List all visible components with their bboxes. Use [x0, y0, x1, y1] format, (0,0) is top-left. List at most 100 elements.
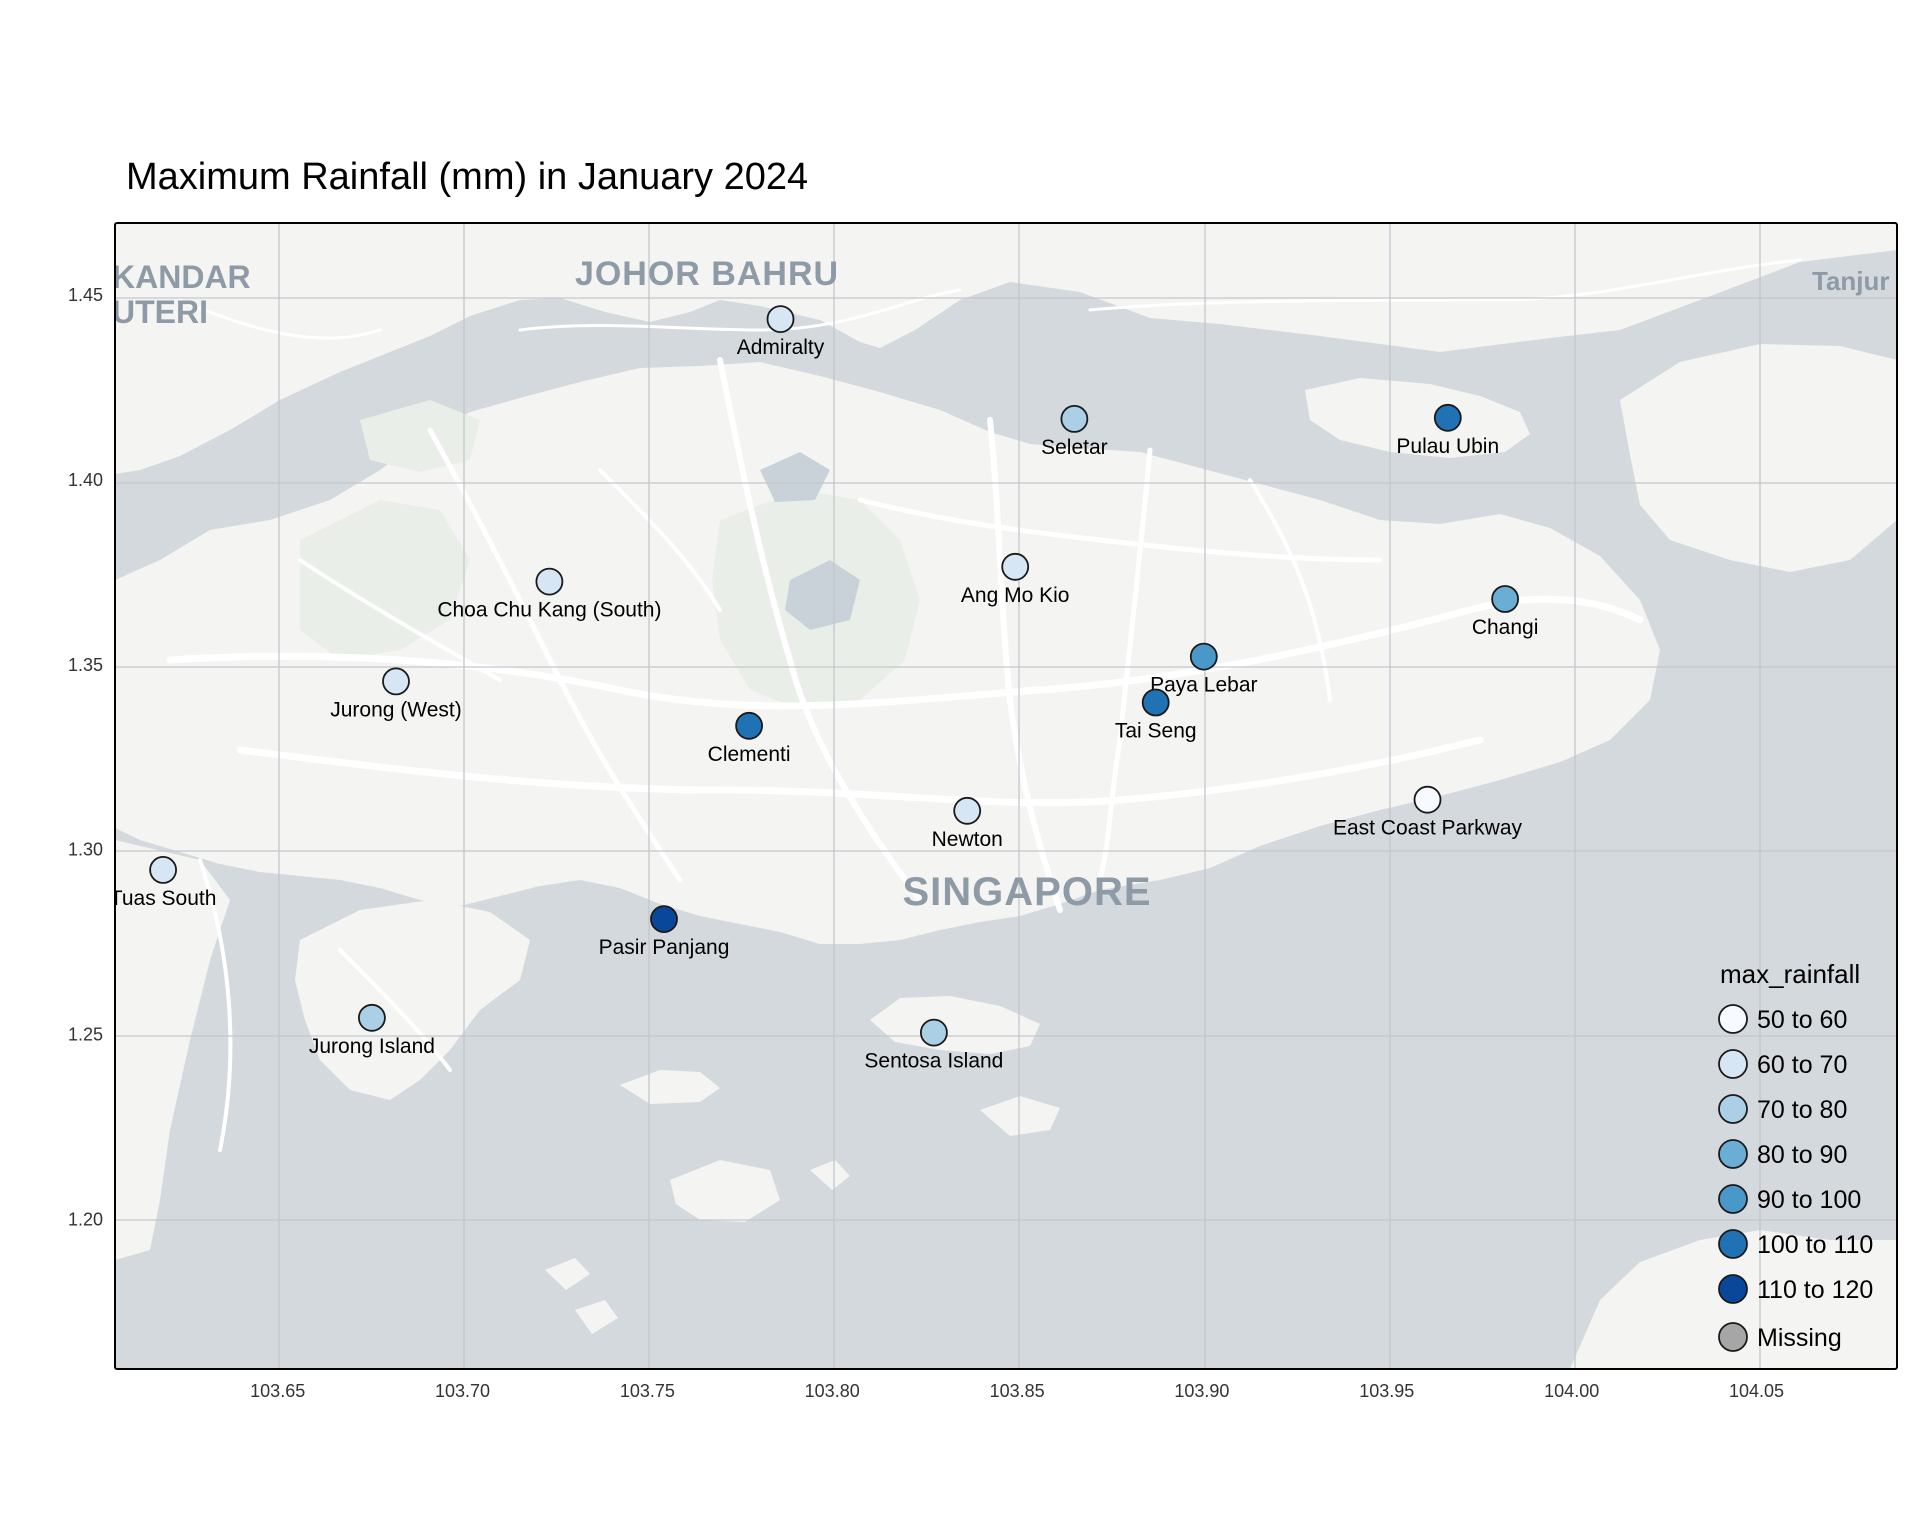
- station-point[interactable]: [149, 856, 178, 884]
- legend-key: [1718, 1004, 1748, 1034]
- legend-label: 60 to 70: [1757, 1051, 1847, 1079]
- legend-item: 100 to 110: [1718, 1229, 1873, 1259]
- station-marker[interactable]: Sentosa Island: [864, 1018, 1003, 1073]
- tuas-peninsula: [115, 840, 230, 1260]
- southern-island-6: [575, 1300, 618, 1334]
- legend-item: 110 to 120: [1718, 1274, 1873, 1304]
- legend-label: Missing: [1757, 1324, 1842, 1352]
- x-tick-label: 103.75: [620, 1381, 675, 1401]
- road-network: [166, 258, 1802, 1152]
- x-tick-label: 103.80: [805, 1381, 860, 1401]
- legend-label: 110 to 120: [1757, 1276, 1873, 1304]
- place-label-johor-bahru: JOHOR BAHRU: [575, 255, 839, 293]
- x-axis: 103.65 103.70 103.75 103.80 103.85 103.90 103.…: [250, 1381, 1784, 1401]
- pulau-ubin-island: [1305, 378, 1530, 458]
- station-marker[interactable]: Pulau Ubin: [1396, 403, 1499, 458]
- station-marker[interactable]: Jurong (West): [330, 667, 462, 721]
- station-label: Jurong (West): [330, 698, 462, 721]
- station-marker[interactable]: Clementi: [708, 711, 791, 766]
- station-label: Jurong Island: [309, 1035, 435, 1058]
- station-marker[interactable]: Changi: [1472, 585, 1539, 639]
- station-point[interactable]: [953, 796, 982, 825]
- jurong-island: [295, 900, 530, 1100]
- western-catchment-park: [300, 500, 470, 660]
- station-point[interactable]: [1060, 404, 1089, 433]
- y-axis: 1.20 1.25 1.30 1.35 1.40 1.45: [68, 285, 103, 1229]
- station-point[interactable]: [382, 667, 410, 696]
- stations-layer: Admiralty Seletar Pulau Ubin Choa Chu Kang …: [110, 305, 1539, 1073]
- station-marker[interactable]: Jurong Island: [309, 1003, 435, 1058]
- station-marker[interactable]: Seletar: [1041, 404, 1108, 459]
- station-point[interactable]: [650, 905, 678, 933]
- southern-island-1: [620, 1070, 720, 1104]
- legend-key: [1718, 1322, 1748, 1352]
- legend-item: 90 to 100: [1718, 1184, 1861, 1214]
- station-marker[interactable]: Pasir Panjang: [599, 905, 730, 959]
- station-point[interactable]: [1001, 552, 1030, 581]
- station-point[interactable]: [1189, 642, 1218, 671]
- x-tick-label: 103.85: [990, 1381, 1045, 1401]
- legend-key: [1718, 1229, 1748, 1259]
- station-point[interactable]: [535, 567, 564, 596]
- southern-island-4: [810, 1160, 850, 1190]
- station-label: Paya Lebar: [1150, 674, 1257, 697]
- y-tick-label: 1.25: [68, 1024, 103, 1044]
- legend-label: 70 to 80: [1757, 1096, 1847, 1124]
- station-label: Sentosa Island: [864, 1050, 1003, 1073]
- legend-item: 80 to 90: [1718, 1139, 1847, 1169]
- legend: max_rainfall 50 to 60 60 to 70 70 to 80 80 …: [1718, 959, 1873, 1352]
- legend-label: 90 to 100: [1757, 1186, 1861, 1214]
- station-marker[interactable]: Tai Seng: [1115, 688, 1197, 743]
- upper-seletar-reservoir: [760, 452, 830, 502]
- station-label: Pulau Ubin: [1396, 435, 1499, 458]
- legend-item: 50 to 60: [1718, 1004, 1847, 1034]
- station-point[interactable]: [735, 711, 763, 740]
- x-tick-label: 103.95: [1359, 1381, 1414, 1401]
- map-panel-border: [114, 222, 1898, 1370]
- johor-landmass: [115, 223, 1897, 474]
- station-marker[interactable]: Paya Lebar: [1150, 642, 1258, 697]
- y-tick-label: 1.20: [68, 1209, 103, 1229]
- y-tick-label: 1.30: [68, 840, 103, 860]
- x-tick-label: 104.00: [1544, 1381, 1599, 1401]
- station-marker[interactable]: Tuas South: [110, 856, 217, 910]
- pulau-tekong-island: [1620, 344, 1897, 572]
- station-point[interactable]: [1491, 585, 1519, 613]
- x-tick-label: 103.70: [435, 1381, 490, 1401]
- y-tick-label: 1.40: [68, 470, 103, 490]
- station-marker[interactable]: Newton: [932, 796, 1003, 851]
- map-panel[interactable]: JOHOR BAHRU SINGAPORE KANDAR UTERI Tanju…: [110, 223, 1897, 1369]
- station-point[interactable]: [1141, 688, 1170, 717]
- legend-key: [1718, 1094, 1748, 1124]
- station-label: Ang Mo Kio: [961, 584, 1070, 607]
- southern-island-3: [980, 1096, 1060, 1136]
- y-tick-label: 1.45: [68, 285, 103, 305]
- place-label-singapore: SINGAPORE: [902, 870, 1151, 914]
- legend-key: [1718, 1184, 1748, 1214]
- station-point[interactable]: [920, 1018, 948, 1047]
- station-marker[interactable]: Admiralty: [737, 305, 825, 359]
- station-marker[interactable]: East Coast Parkway: [1333, 785, 1523, 840]
- macritchie-reservoir: [785, 560, 860, 630]
- station-point[interactable]: [1413, 785, 1442, 814]
- place-label-iskandar-1: KANDAR: [112, 259, 251, 295]
- legend-label: 50 to 60: [1757, 1006, 1847, 1034]
- x-tick-label: 103.90: [1174, 1381, 1229, 1401]
- legend-label: 80 to 90: [1757, 1141, 1847, 1169]
- station-marker[interactable]: Ang Mo Kio: [961, 552, 1070, 607]
- place-label-iskandar-2: UTERI: [112, 294, 208, 330]
- station-point[interactable]: [357, 1003, 386, 1032]
- station-label: Admiralty: [737, 336, 825, 359]
- legend-item: 60 to 70: [1718, 1049, 1847, 1079]
- station-marker[interactable]: Choa Chu Kang (South): [437, 567, 661, 622]
- station-label: Pasir Panjang: [599, 936, 730, 959]
- legend-item: 70 to 80: [1718, 1094, 1847, 1124]
- place-label-tanjung: Tanjur: [1812, 266, 1890, 296]
- x-tick-label: 103.65: [250, 1381, 305, 1401]
- station-label: Clementi: [708, 743, 791, 766]
- station-point[interactable]: [766, 305, 795, 334]
- southern-island-5: [545, 1258, 590, 1290]
- station-point[interactable]: [1433, 403, 1462, 432]
- station-label: Seletar: [1041, 436, 1108, 459]
